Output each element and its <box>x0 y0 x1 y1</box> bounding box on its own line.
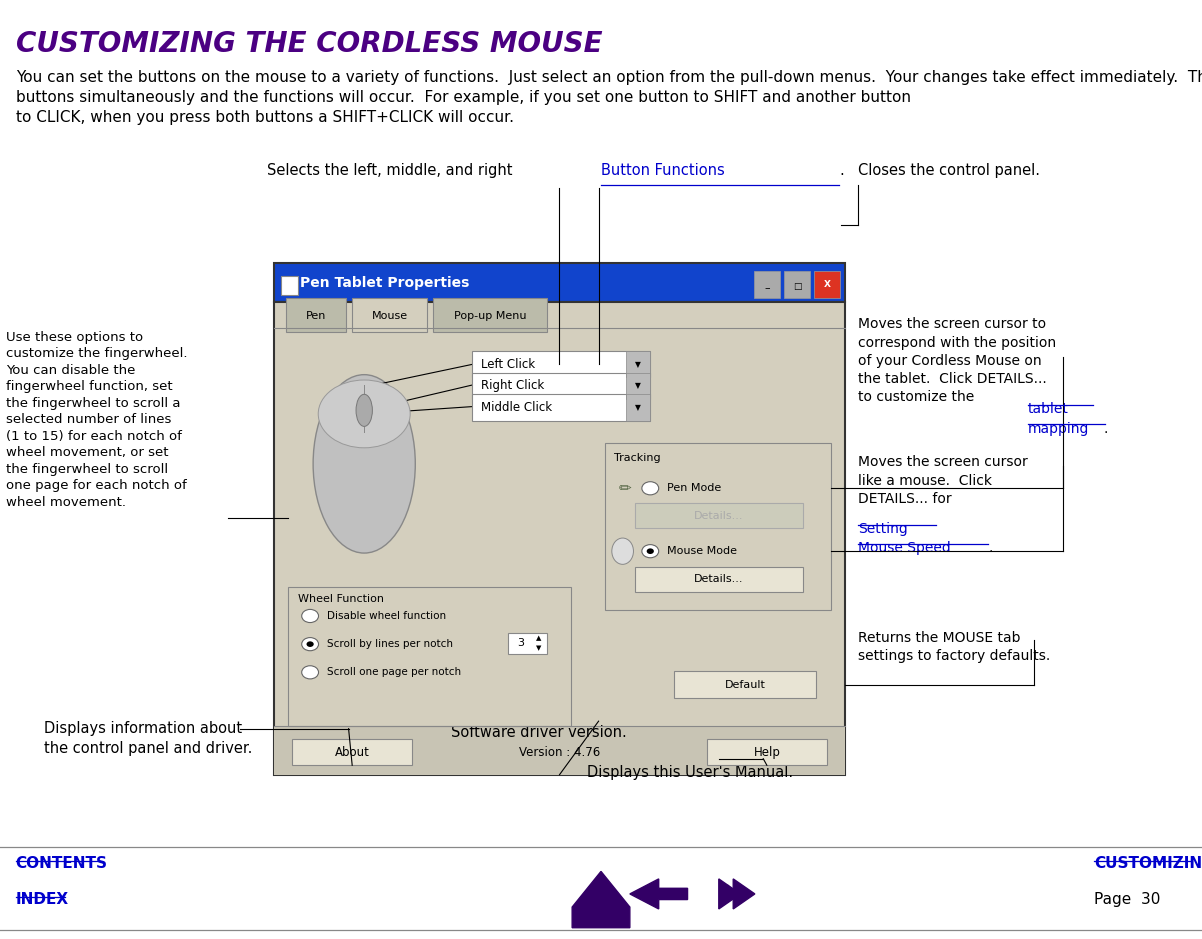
FancyBboxPatch shape <box>674 671 816 698</box>
FancyBboxPatch shape <box>472 394 650 421</box>
Text: ▼: ▼ <box>636 403 641 412</box>
Text: Moves the screen cursor to
correspond with the position
of your Cordless Mouse o: Moves the screen cursor to correspond wi… <box>858 317 1057 404</box>
FancyBboxPatch shape <box>292 739 412 765</box>
FancyBboxPatch shape <box>626 394 650 421</box>
Text: Help: Help <box>754 746 780 759</box>
Text: Returns the MOUSE tab
settings to factory defaults.: Returns the MOUSE tab settings to factor… <box>858 631 1051 663</box>
Text: Selects the left, middle, and right: Selects the left, middle, and right <box>267 163 517 178</box>
FancyBboxPatch shape <box>274 726 845 775</box>
Text: .: . <box>1103 422 1108 436</box>
FancyBboxPatch shape <box>508 633 547 654</box>
Bar <box>281 276 298 295</box>
FancyBboxPatch shape <box>274 263 845 302</box>
Text: Right Click: Right Click <box>481 379 545 393</box>
FancyBboxPatch shape <box>635 567 803 592</box>
Text: INDEX: INDEX <box>16 892 69 907</box>
Text: Scroll by lines per notch: Scroll by lines per notch <box>327 639 453 649</box>
Text: mapping: mapping <box>1028 422 1089 436</box>
Text: You can set the buttons on the mouse to a variety of functions.  Just select an : You can set the buttons on the mouse to … <box>16 70 1202 125</box>
Circle shape <box>642 482 659 495</box>
Polygon shape <box>721 885 728 901</box>
Circle shape <box>647 548 654 554</box>
Text: Wheel Function: Wheel Function <box>298 594 385 605</box>
FancyBboxPatch shape <box>472 373 650 399</box>
Text: Default: Default <box>725 680 766 689</box>
FancyBboxPatch shape <box>288 587 571 726</box>
Text: Mouse: Mouse <box>371 311 407 320</box>
Text: ▼: ▼ <box>636 381 641 391</box>
Text: Details...: Details... <box>694 575 744 584</box>
Text: Moves the screen cursor
like a mouse.  Click
DETAILS... for: Moves the screen cursor like a mouse. Cl… <box>858 455 1028 506</box>
FancyBboxPatch shape <box>274 302 845 775</box>
Text: ▼: ▼ <box>636 360 641 369</box>
Circle shape <box>307 641 314 647</box>
Text: Scroll one page per notch: Scroll one page per notch <box>327 668 462 677</box>
Circle shape <box>302 666 319 679</box>
Text: Button Functions: Button Functions <box>601 163 725 178</box>
FancyBboxPatch shape <box>635 503 803 528</box>
Text: .: . <box>988 541 993 555</box>
Text: CONTENTS: CONTENTS <box>16 856 108 871</box>
FancyBboxPatch shape <box>352 298 427 332</box>
FancyBboxPatch shape <box>605 443 831 610</box>
Text: Pen: Pen <box>307 311 326 320</box>
Polygon shape <box>572 871 630 928</box>
Text: 3: 3 <box>517 639 524 648</box>
Bar <box>784 271 810 298</box>
Text: Pen Mode: Pen Mode <box>667 484 721 493</box>
Ellipse shape <box>612 538 633 564</box>
FancyBboxPatch shape <box>626 351 650 377</box>
FancyBboxPatch shape <box>472 351 650 377</box>
Text: CUSTOMIZING THE CORDLESS MOUSE: CUSTOMIZING THE CORDLESS MOUSE <box>16 30 602 58</box>
Text: CUSTOMIZING: CUSTOMIZING <box>1094 856 1202 871</box>
Text: Use these options to
customize the fingerwheel.
You can disable the
fingerwheel : Use these options to customize the finge… <box>6 331 188 509</box>
Text: Pop-up Menu: Pop-up Menu <box>453 311 526 320</box>
Text: Setting: Setting <box>858 522 908 536</box>
Text: Details...: Details... <box>694 511 744 520</box>
Polygon shape <box>630 879 688 909</box>
Text: ✏: ✏ <box>619 481 632 496</box>
Text: Closes the control panel.: Closes the control panel. <box>858 163 1040 178</box>
Text: Page  30: Page 30 <box>1094 892 1160 907</box>
Text: Tracking: Tracking <box>614 453 661 463</box>
FancyBboxPatch shape <box>286 298 346 332</box>
Text: X: X <box>823 280 831 289</box>
Text: Pen Tablet Properties: Pen Tablet Properties <box>300 276 470 289</box>
Text: tablet: tablet <box>1028 402 1069 416</box>
Text: .: . <box>839 163 844 178</box>
Circle shape <box>302 609 319 623</box>
Polygon shape <box>733 879 755 909</box>
Ellipse shape <box>314 375 416 553</box>
Text: Software driver version.: Software driver version. <box>451 725 626 740</box>
Text: ▲: ▲ <box>536 636 541 641</box>
Text: Mouse Mode: Mouse Mode <box>667 546 737 556</box>
Text: Left Click: Left Click <box>481 358 535 371</box>
FancyBboxPatch shape <box>433 298 547 332</box>
Circle shape <box>302 638 319 651</box>
Text: Middle Click: Middle Click <box>481 401 552 414</box>
Bar <box>754 271 780 298</box>
Text: Displays information about
the control panel and driver.: Displays information about the control p… <box>44 721 252 756</box>
Text: □: □ <box>792 282 802 291</box>
Text: Displays this User's Manual.: Displays this User's Manual. <box>587 765 792 780</box>
Text: Disable wheel function: Disable wheel function <box>327 611 446 621</box>
Polygon shape <box>719 879 740 909</box>
FancyBboxPatch shape <box>707 739 827 765</box>
Bar <box>814 271 840 298</box>
Text: About: About <box>334 746 370 759</box>
Ellipse shape <box>356 394 373 426</box>
Circle shape <box>642 545 659 558</box>
Ellipse shape <box>319 380 410 448</box>
Text: –: – <box>764 284 769 293</box>
Text: Version : 4.76: Version : 4.76 <box>519 746 600 759</box>
FancyBboxPatch shape <box>626 373 650 399</box>
Text: ▼: ▼ <box>536 645 541 651</box>
Text: Mouse Speed: Mouse Speed <box>858 541 951 555</box>
